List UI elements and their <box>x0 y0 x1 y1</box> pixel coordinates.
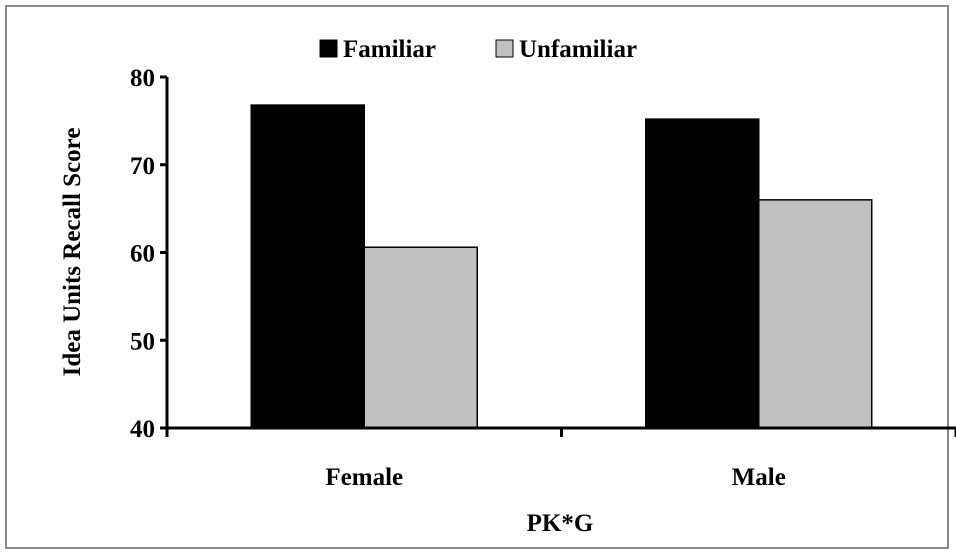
y-tick-label-70: 70 <box>130 153 155 180</box>
legend-label-unfamiliar: Unfamiliar <box>519 36 637 63</box>
y-tick-label-60: 60 <box>130 241 155 268</box>
legend-label-familiar: Familiar <box>343 36 436 63</box>
bars-group <box>250 104 873 429</box>
bar-familiar-male <box>645 118 760 429</box>
bar-familiar-female <box>250 104 365 429</box>
y-tick-label-80: 80 <box>130 65 155 92</box>
bar-unfamiliar-female <box>363 246 478 429</box>
x-tick-label-male: Male <box>732 464 786 491</box>
y-tick-label-50: 50 <box>130 328 155 355</box>
x-tick-label-female: Female <box>325 464 403 491</box>
y-axis-title: Idea Units Recall Score <box>59 128 86 377</box>
axes-group: Female Male 40 50 60 70 80 <box>130 65 956 491</box>
bar-unfamiliar-male <box>758 199 873 429</box>
x-axis-title: PK*G <box>527 510 594 537</box>
legend: Familiar Unfamiliar <box>319 36 637 63</box>
y-tick-label-40: 40 <box>130 416 155 443</box>
legend-swatch-familiar <box>319 39 338 58</box>
legend-swatch-unfamiliar <box>495 39 514 58</box>
